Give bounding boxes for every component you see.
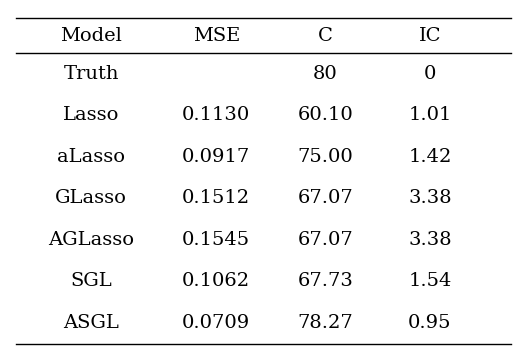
Text: 0.1545: 0.1545 (182, 231, 250, 249)
Text: aLasso: aLasso (57, 148, 125, 166)
Text: Truth: Truth (64, 65, 119, 83)
Text: GLasso: GLasso (55, 189, 127, 207)
Text: 3.38: 3.38 (408, 231, 452, 249)
Text: 75.00: 75.00 (297, 148, 354, 166)
Text: 3.38: 3.38 (408, 189, 452, 207)
Text: 67.07: 67.07 (297, 231, 354, 249)
Text: 78.27: 78.27 (297, 314, 354, 332)
Text: ASGL: ASGL (63, 314, 119, 332)
Text: IC: IC (418, 26, 441, 44)
Text: 67.73: 67.73 (297, 272, 354, 290)
Text: MSE: MSE (193, 26, 240, 44)
Text: 0.0709: 0.0709 (182, 314, 250, 332)
Text: 0.95: 0.95 (408, 314, 452, 332)
Text: 1.54: 1.54 (408, 272, 452, 290)
Text: SGL: SGL (70, 272, 112, 290)
Text: 1.01: 1.01 (408, 106, 452, 125)
Text: 0.0917: 0.0917 (182, 148, 250, 166)
Text: C: C (318, 26, 333, 44)
Text: Model: Model (60, 26, 122, 44)
Text: 0.1130: 0.1130 (182, 106, 250, 125)
Text: 67.07: 67.07 (297, 189, 354, 207)
Text: AGLasso: AGLasso (48, 231, 134, 249)
Text: 0.1062: 0.1062 (182, 272, 250, 290)
Text: 1.42: 1.42 (408, 148, 452, 166)
Text: 80: 80 (313, 65, 338, 83)
Text: Lasso: Lasso (63, 106, 119, 125)
Text: 0.1512: 0.1512 (182, 189, 250, 207)
Text: 0: 0 (424, 65, 436, 83)
Text: 60.10: 60.10 (297, 106, 354, 125)
